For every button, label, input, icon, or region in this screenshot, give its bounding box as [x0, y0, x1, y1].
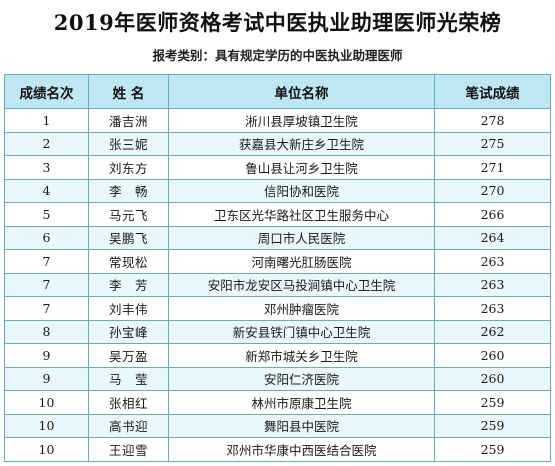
cell-score: 275 — [434, 131, 551, 156]
cell-rank: 3 — [4, 155, 89, 180]
cell-rank: 4 — [4, 178, 89, 203]
cell-score: 263 — [434, 249, 551, 274]
cell-name: 李 畅 — [88, 178, 169, 203]
cell-name: 张相红 — [88, 390, 169, 415]
cell-unit: 安阳市龙安区马投涧镇中心卫生院 — [168, 272, 435, 297]
cell-score: 263 — [434, 272, 551, 297]
cell-rank: 10 — [4, 437, 89, 462]
header-rank: 成绩名次 — [4, 74, 89, 109]
cell-name: 吴鹏飞 — [88, 225, 169, 250]
cell-rank: 8 — [4, 319, 89, 344]
cell-score: 271 — [434, 155, 551, 180]
cell-score: 278 — [434, 108, 551, 133]
cell-unit: 卫东区光华路社区卫生服务中心 — [168, 202, 435, 227]
table-row: 9 吴万盈 新郑市城关乡卫生院 260 — [4, 343, 551, 368]
cell-score: 262 — [434, 319, 551, 344]
table-row: 7 常现松 河南曙光肛肠医院 263 — [4, 249, 551, 274]
cell-name: 马元飞 — [88, 202, 169, 227]
cell-rank: 6 — [4, 225, 89, 250]
table-row: 6 吴鹏飞 周口市人民医院 264 — [4, 225, 551, 250]
cell-score: 259 — [434, 413, 551, 438]
cell-unit: 淅川县厚坡镇卫生院 — [168, 108, 435, 133]
cell-name: 刘丰伟 — [88, 296, 169, 321]
header-score: 笔试成绩 — [434, 74, 551, 109]
cell-rank: 7 — [4, 249, 89, 274]
cell-unit: 河南曙光肛肠医院 — [168, 249, 435, 274]
cell-unit: 获嘉县大新庄乡卫生院 — [168, 131, 435, 156]
cell-unit: 邓州市华康中西医结合医院 — [168, 437, 435, 462]
table-row: 1 潘吉洲 淅川县厚坡镇卫生院 278 — [4, 108, 551, 133]
table-body: 1 潘吉洲 淅川县厚坡镇卫生院 278 2 张三妮 获嘉县大新庄乡卫生院 275 3 刘东方 鲁山县… — [4, 108, 551, 462]
cell-unit: 新郑市城关乡卫生院 — [168, 343, 435, 368]
cell-unit: 新安县铁门镇中心卫生院 — [168, 319, 435, 344]
table-row: 10 王迎雪 邓州市华康中西医结合医院 259 — [4, 437, 551, 462]
cell-unit: 邓州肿瘤医院 — [168, 296, 435, 321]
cell-name: 张三妮 — [88, 131, 169, 156]
table-row: 10 高书迎 舞阳县中医院 259 — [4, 413, 551, 438]
cell-name: 常现松 — [88, 249, 169, 274]
header-name: 姓 名 — [88, 74, 169, 109]
cell-score: 259 — [434, 390, 551, 415]
cell-name: 李 芳 — [88, 272, 169, 297]
cell-rank: 2 — [4, 131, 89, 156]
cell-unit: 信阳协和医院 — [168, 178, 435, 203]
page-title: 2019年医师资格考试中医执业助理医师光荣榜 — [53, 10, 502, 35]
cell-rank: 7 — [4, 272, 89, 297]
cell-rank: 1 — [4, 108, 89, 133]
table-row: 10 张相红 林州市原康卫生院 259 — [4, 390, 551, 415]
table-row: 8 孙宝峰 新安县铁门镇中心卫生院 262 — [4, 319, 551, 344]
cell-score: 270 — [434, 178, 551, 203]
cell-rank: 10 — [4, 413, 89, 438]
table-row: 5 马元飞 卫东区光华路社区卫生服务中心 266 — [4, 202, 551, 227]
cell-score: 263 — [434, 296, 551, 321]
cell-name: 王迎雪 — [88, 437, 169, 462]
cell-name: 马 莹 — [88, 366, 169, 391]
cell-score: 260 — [434, 366, 551, 391]
results-table: 成绩名次 姓 名 单位名称 笔试成绩 1 潘吉洲 淅川县厚坡镇卫生院 278 2 张三妮获… — [4, 74, 551, 462]
cell-unit: 林州市原康卫生院 — [168, 390, 435, 415]
results-table-container: 成绩名次 姓 名 单位名称 笔试成绩 1 潘吉洲 淅川县厚坡镇卫生院 278 2 张三妮获… — [4, 74, 551, 462]
cell-score: 266 — [434, 202, 551, 227]
cell-score: 264 — [434, 225, 551, 250]
cell-name: 高书迎 — [88, 413, 169, 438]
cell-name: 刘东方 — [88, 155, 169, 180]
table-row: 7 刘丰伟 邓州肿瘤医院 263 — [4, 296, 551, 321]
table-header-row: 成绩名次 姓 名 单位名称 笔试成绩 — [4, 74, 551, 109]
cell-rank: 7 — [4, 296, 89, 321]
cell-unit: 舞阳县中医院 — [168, 413, 435, 438]
table-row: 2 张三妮 获嘉县大新庄乡卫生院 275 — [4, 131, 551, 156]
cell-rank: 9 — [4, 366, 89, 391]
cell-score: 260 — [434, 343, 551, 368]
page-subtitle: 报考类别：具有规定学历的中医执业助理医师 — [152, 48, 403, 63]
cell-rank: 5 — [4, 202, 89, 227]
cell-unit: 安阳仁济医院 — [168, 366, 435, 391]
cell-unit: 周口市人民医院 — [168, 225, 435, 250]
cell-name: 吴万盈 — [88, 343, 169, 368]
table-row: 3 刘东方 鲁山县让河乡卫生院 271 — [4, 155, 551, 180]
cell-name: 孙宝峰 — [88, 319, 169, 344]
cell-score: 259 — [434, 437, 551, 462]
header-unit: 单位名称 — [168, 74, 435, 109]
cell-rank: 9 — [4, 343, 89, 368]
cell-unit: 鲁山县让河乡卫生院 — [168, 155, 435, 180]
cell-rank: 10 — [4, 390, 89, 415]
cell-name: 潘吉洲 — [88, 108, 169, 133]
